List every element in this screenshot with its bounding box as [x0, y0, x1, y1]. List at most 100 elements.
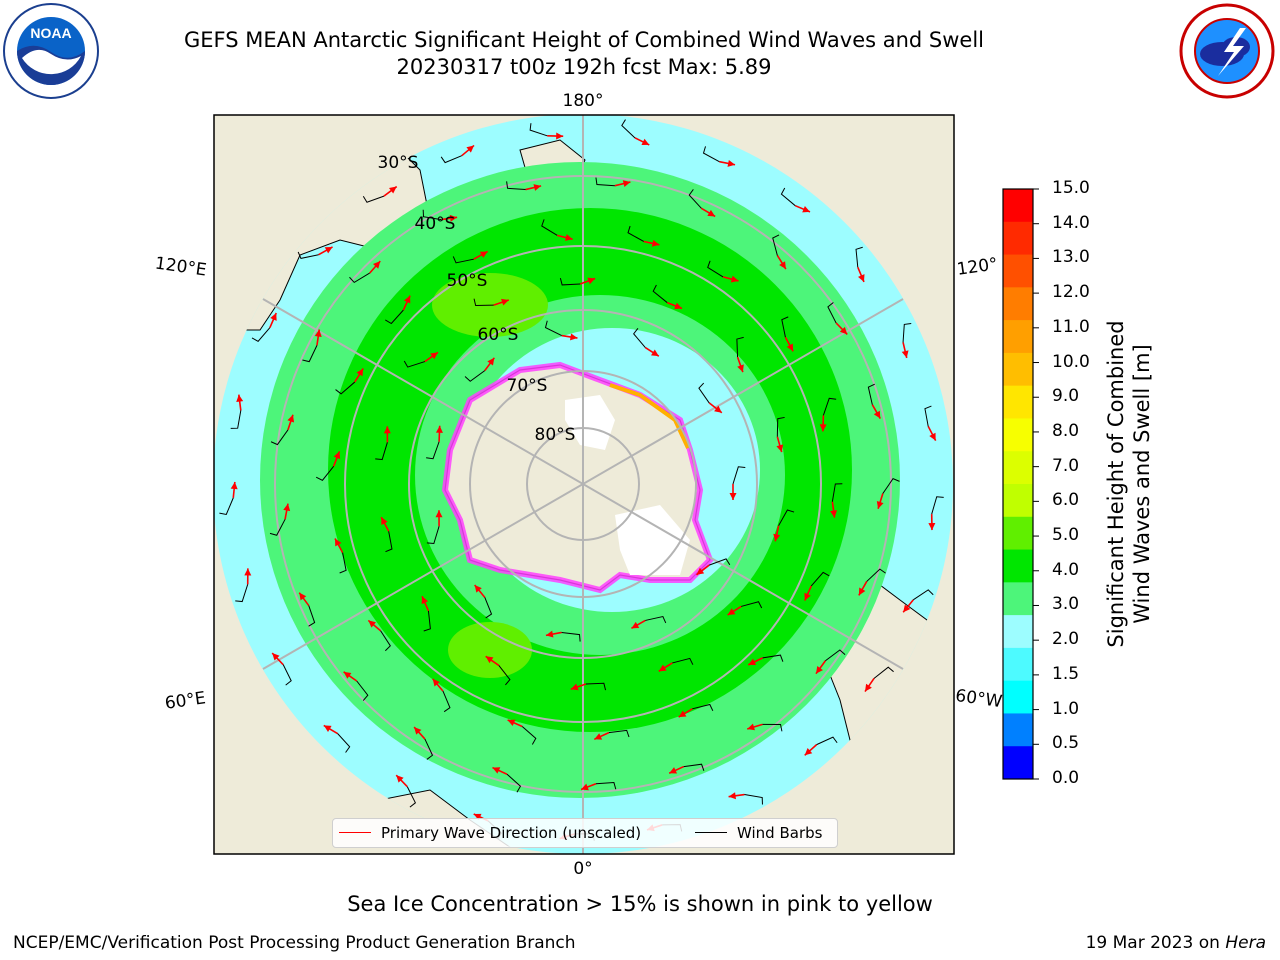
- colorbar-bin: [1003, 221, 1033, 256]
- lon-label-0: 0°: [573, 859, 592, 879]
- wave-direction-arrowhead: [492, 767, 501, 774]
- wind-barb: [816, 736, 838, 746]
- wave-direction-arrowhead: [728, 792, 736, 800]
- colorbar-bin: [1003, 549, 1033, 583]
- colorbar-tick-label: 10.0: [1052, 351, 1090, 372]
- wave-direction-arrowhead: [230, 481, 238, 490]
- wind-barb: [698, 382, 710, 404]
- colorbar-bin: [1003, 680, 1033, 714]
- wind-barb: [375, 442, 388, 461]
- colorbar-bin: [1003, 582, 1033, 616]
- wave-direction-arrowhead: [903, 604, 911, 613]
- wind-barb: [866, 568, 886, 582]
- wave-direction-arrowhead: [641, 138, 650, 145]
- chart-title: GEFS MEAN Antarctic Significant Height o…: [183, 28, 985, 52]
- wind-barb: [452, 256, 474, 264]
- wind-barb: [672, 657, 694, 665]
- wind-barb: [736, 336, 744, 358]
- wind-barb: [912, 589, 934, 601]
- wave-direction-arrowhead: [270, 313, 277, 321]
- wind-barb: [308, 605, 316, 627]
- wind-barb: [406, 786, 417, 808]
- wave-direction-arrowhead: [501, 298, 509, 306]
- wind-barb: [741, 601, 763, 609]
- wave-direction-arrowhead: [533, 184, 542, 191]
- wave-direction-arrowhead: [324, 246, 333, 254]
- wave-direction-arrowhead: [569, 333, 578, 341]
- wave-direction-arrowhead: [323, 725, 332, 732]
- colorbar-bin: [1003, 254, 1033, 288]
- wave-direction-arrowhead: [779, 261, 786, 270]
- colorbar-tick-label: 11.0: [1052, 316, 1090, 337]
- wind-barb: [422, 209, 442, 221]
- wind-barb: [506, 181, 526, 191]
- wind-barb: [335, 381, 356, 395]
- lon-label-180: 180°: [563, 91, 604, 111]
- wave-direction-arrowhead: [421, 596, 429, 605]
- wave-direction-arrowhead: [244, 568, 252, 576]
- wind-barbs-swatch: [695, 832, 727, 833]
- colorbar-tick-label: 8.0: [1052, 420, 1080, 441]
- wind-barb: [385, 531, 393, 553]
- wave-direction-arrowhead: [802, 205, 810, 213]
- wind-barb: [855, 246, 863, 268]
- branch-credit: NCEP/EMC/Verification Post Processing Pr…: [13, 933, 576, 953]
- wave-direction-arrowhead: [737, 364, 744, 373]
- nws-logo: [1178, 2, 1276, 100]
- wind-barb: [931, 496, 944, 515]
- wave-direction-arrowhead: [730, 275, 739, 283]
- wind-barb: [902, 322, 912, 343]
- lat-label-80s: 80°S: [535, 425, 576, 445]
- colorbar-tick-label: 13.0: [1052, 247, 1090, 268]
- wave-direction-arrowhead: [333, 451, 341, 460]
- wave-direction-arrowhead: [466, 145, 475, 153]
- colorbar-bin: [1003, 418, 1033, 452]
- colorbar-bin: [1003, 746, 1033, 780]
- wind-barb: [633, 328, 646, 348]
- colorbar-bin: [1003, 516, 1033, 551]
- wave-direction-arrowhead: [381, 517, 388, 525]
- colorbar-tick-label: 9.0: [1052, 386, 1080, 407]
- lat-label-50s: 50°S: [447, 271, 488, 291]
- lat-label-30s: 30°S: [378, 153, 419, 173]
- wave-direction-arrowhead: [929, 432, 936, 441]
- weddell-ice-shelf: [615, 505, 690, 575]
- wave-direction-arrowhead: [815, 665, 823, 674]
- wave-direction-arrowhead: [299, 592, 307, 601]
- wave-direction-label: Primary Wave Direction (unscaled): [381, 824, 642, 842]
- wave-direction-arrowhead: [819, 424, 827, 432]
- wave-direction-arrowhead: [651, 349, 659, 357]
- wind-barb: [867, 383, 875, 405]
- band-5-6m-patch2: [448, 622, 532, 678]
- colorbar-bin: [1003, 615, 1033, 649]
- wave-direction-arrowhead: [622, 180, 631, 188]
- wave-direction-arrowhead: [388, 186, 397, 194]
- colorbar-tick-label: 14.0: [1052, 212, 1090, 233]
- wind-barb: [282, 664, 292, 686]
- colorbar-tick-label: 0.0: [1052, 768, 1080, 788]
- wind-barb: [762, 723, 783, 732]
- wave-direction-arrowhead: [432, 678, 440, 687]
- wind-barb: [762, 654, 784, 662]
- wind-barb: [683, 763, 705, 771]
- wind-barb: [544, 320, 562, 336]
- wave-direction-arrowhead: [696, 567, 705, 575]
- wave-direction-arrowhead: [343, 671, 352, 679]
- wind-barb: [442, 690, 451, 713]
- wave-direction-arrowhead: [776, 444, 784, 453]
- wave-direction-arrowhead: [839, 326, 848, 335]
- colorbar-tick-label: 1.0: [1052, 698, 1080, 719]
- noaa-logo-text: NOAA: [30, 25, 71, 41]
- map-legend: Primary Wave Direction (unscaled) Wind B…: [332, 818, 838, 848]
- wave-direction-arrowhead: [631, 621, 640, 629]
- noaa-logo: NOAA: [2, 2, 100, 100]
- wind-barb: [595, 781, 617, 790]
- wind-barb: [362, 195, 385, 203]
- wave-direction-arrowhead: [786, 343, 794, 352]
- wave-direction-arrowhead: [565, 234, 573, 241]
- wave-direction-arrowhead: [587, 277, 596, 285]
- wave-direction-swatch: [339, 832, 371, 833]
- wave-direction-arrowhead: [747, 723, 755, 731]
- colorbar-tick-label: 2.0: [1052, 629, 1080, 650]
- wave-direction-arrowhead: [865, 683, 872, 692]
